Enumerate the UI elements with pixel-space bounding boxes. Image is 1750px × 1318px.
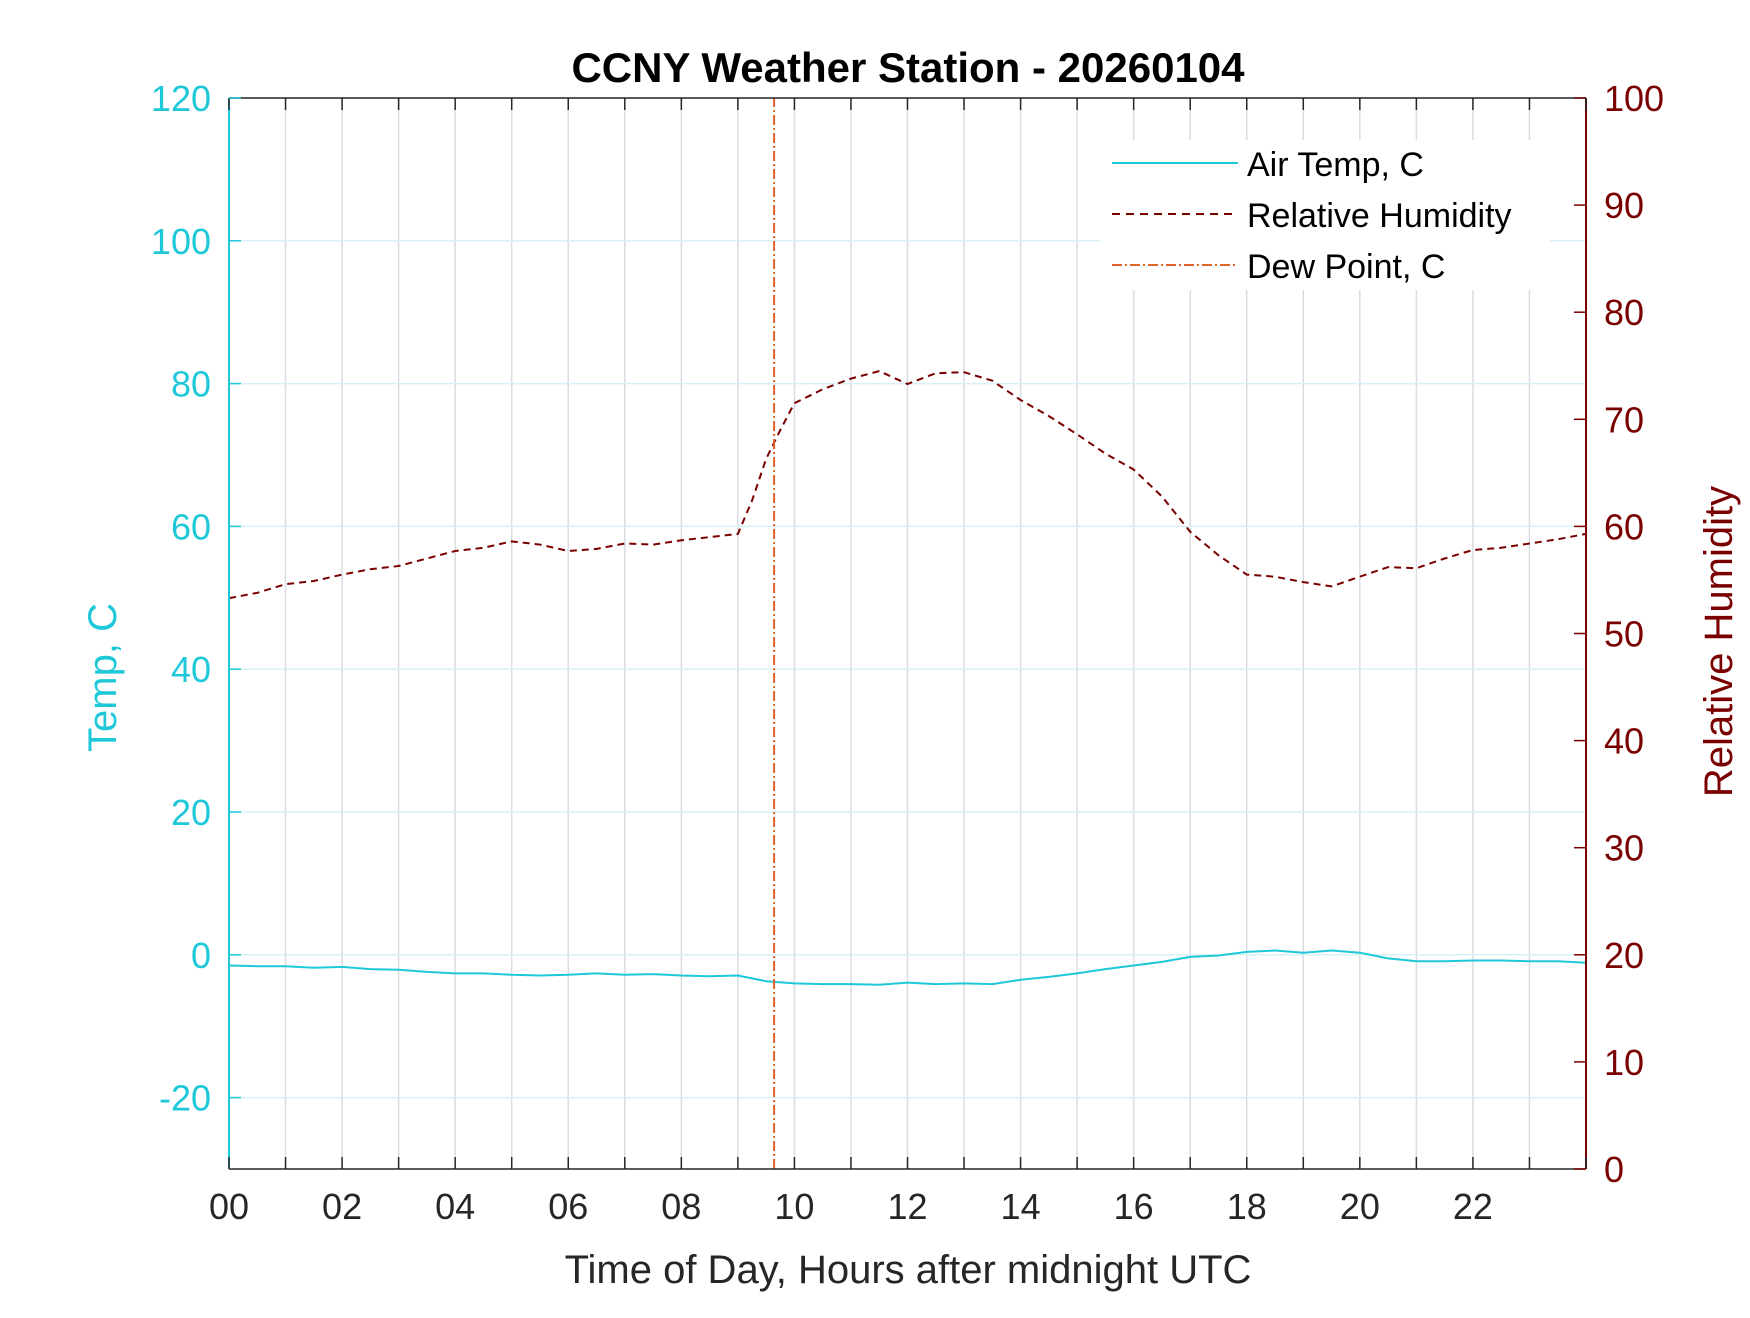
right-y-tick-label: 60	[1604, 506, 1644, 547]
left-y-tick-label: 80	[171, 364, 211, 405]
right-y-axis-label: Relative Humidity	[1697, 486, 1741, 797]
legend-entry-dew-point: Dew Point, C	[1247, 248, 1445, 286]
right-y-tick-label: 100	[1604, 78, 1664, 119]
left-y-tick-label: 20	[171, 792, 211, 833]
right-y-tick-label: 30	[1604, 828, 1644, 869]
left-y-tick-label: 100	[151, 221, 211, 262]
chart-title: CCNY Weather Station - 20260104	[571, 44, 1245, 91]
series-lines	[228, 98, 1587, 1169]
axes: 00 02 04 06 08 10 12 14 16 18 20 22-200204060801001…	[151, 78, 1664, 1227]
left-y-tick-label: 120	[151, 78, 211, 119]
x-tick-label: 02	[322, 1186, 362, 1227]
x-axis-label: Time of Day, Hours after midnight UTC	[565, 1248, 1252, 1292]
x-tick-label: 16	[1114, 1186, 1154, 1227]
x-tick-label: 00	[209, 1186, 249, 1227]
left-y-tick-label: 40	[171, 649, 211, 690]
right-y-tick-label: 50	[1604, 614, 1644, 655]
x-tick-label: 22	[1453, 1186, 1493, 1227]
left-y-tick-label: -20	[159, 1078, 211, 1119]
x-tick-label: 20	[1340, 1186, 1380, 1227]
x-tick-label: 04	[435, 1186, 475, 1227]
right-y-tick-label: 70	[1604, 399, 1644, 440]
x-tick-label: 08	[661, 1186, 701, 1227]
legend-entry-air-temp: Air Temp, C	[1247, 146, 1424, 184]
left-y-axis-label: Temp, C	[81, 603, 125, 752]
left-y-tick-label: 0	[191, 935, 211, 976]
legend-entry-relative-humidity: Relative Humidity	[1247, 197, 1512, 235]
series-air-temp-line	[228, 949, 1587, 986]
x-tick-label: 10	[774, 1186, 814, 1227]
right-y-tick-label: 20	[1604, 935, 1644, 976]
right-y-tick-label: 80	[1604, 292, 1644, 333]
grid	[229, 97, 1586, 1169]
right-y-tick-label: 90	[1604, 185, 1644, 226]
series-relative-humidity-line	[228, 370, 1587, 600]
left-y-tick-label: 60	[171, 506, 211, 547]
right-y-tick-label: 0	[1604, 1149, 1624, 1190]
legend: Air Temp, C Relative Humidity Dew Point,…	[1100, 140, 1550, 290]
x-tick-label: 18	[1227, 1186, 1267, 1227]
x-tick-label: 14	[1001, 1186, 1041, 1227]
right-y-tick-label: 10	[1604, 1042, 1644, 1083]
x-tick-label: 06	[548, 1186, 588, 1227]
x-tick-label: 12	[887, 1186, 927, 1227]
right-y-tick-label: 40	[1604, 721, 1644, 762]
